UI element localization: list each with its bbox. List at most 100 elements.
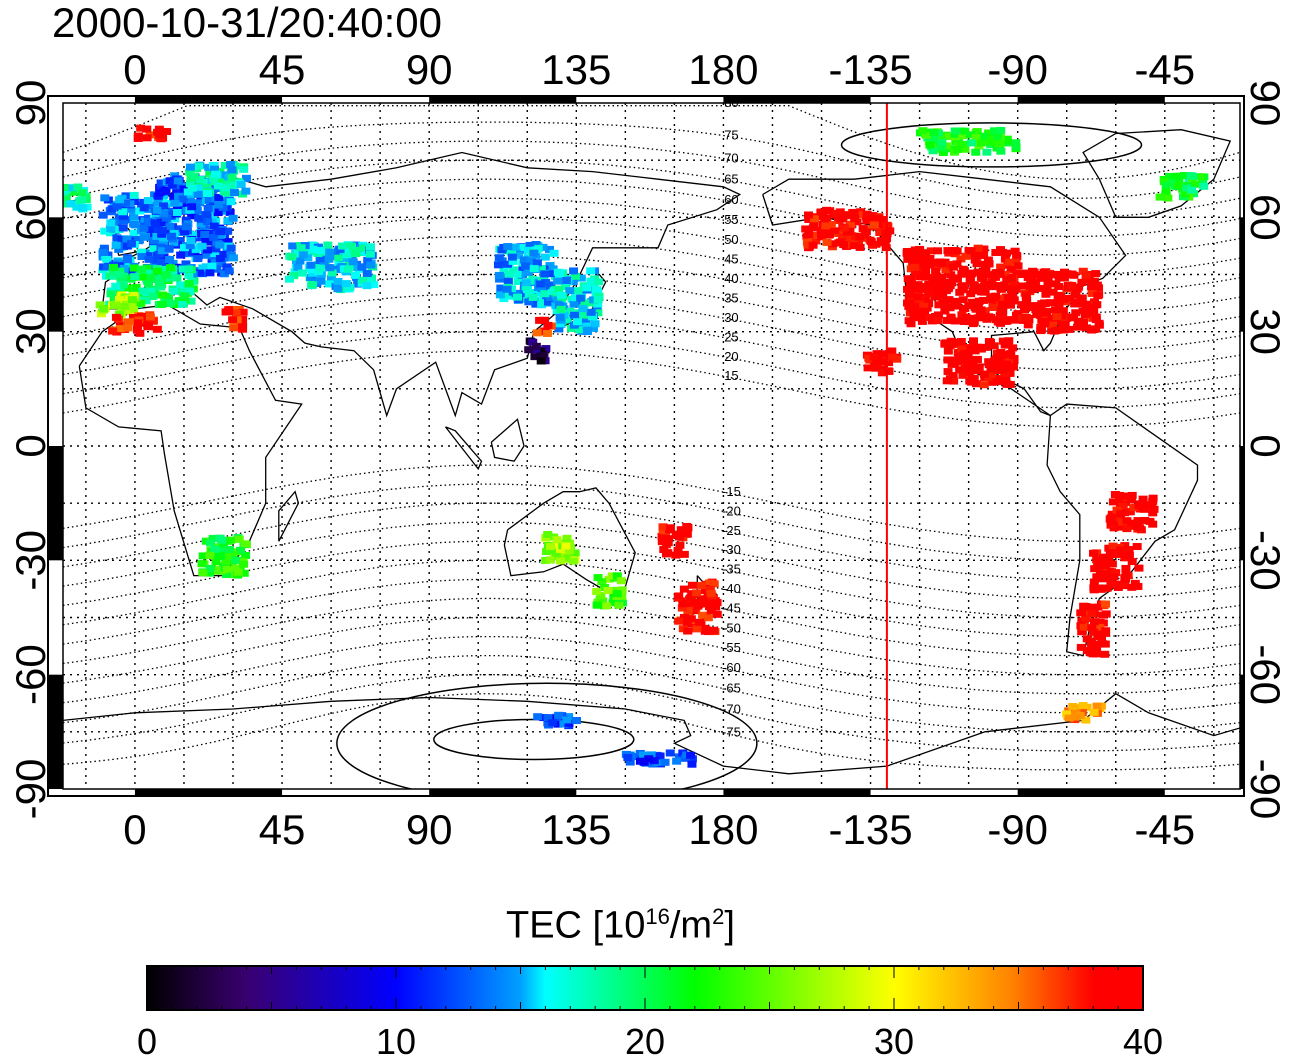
tec-cell bbox=[194, 162, 204, 170]
tec-cell bbox=[1093, 603, 1103, 611]
tec-cell bbox=[1047, 271, 1057, 279]
tec-cell bbox=[536, 265, 546, 273]
tec-cell bbox=[1087, 610, 1097, 618]
tec-cell bbox=[1140, 516, 1150, 524]
tec-cell bbox=[307, 266, 317, 274]
y-tick-label-left: 90 bbox=[7, 80, 54, 127]
tec-cell bbox=[948, 274, 958, 282]
tec-cell bbox=[209, 222, 219, 230]
tec-cell bbox=[537, 352, 547, 360]
tec-cell bbox=[1018, 282, 1028, 290]
tec-cell bbox=[221, 560, 231, 568]
tec-cell bbox=[1017, 270, 1027, 278]
magnetic-contour bbox=[63, 331, 1240, 409]
tec-cell bbox=[561, 542, 571, 550]
tec-cell bbox=[647, 751, 657, 759]
tec-cell bbox=[659, 546, 669, 554]
tec-cell bbox=[1036, 327, 1046, 335]
tec-cell bbox=[139, 204, 149, 212]
tec-cell bbox=[1029, 278, 1039, 286]
contour-label: 20 bbox=[724, 349, 738, 364]
tec-cell bbox=[1006, 265, 1016, 273]
magnetic-contour bbox=[63, 311, 1240, 390]
tec-cell bbox=[687, 581, 697, 589]
tec-cell bbox=[503, 277, 513, 285]
contour-label: 30 bbox=[724, 310, 738, 325]
tec-cell bbox=[539, 274, 549, 282]
tec-cell bbox=[940, 340, 950, 348]
tec-cell bbox=[596, 592, 606, 600]
tec-cell bbox=[154, 250, 164, 258]
tec-cell bbox=[979, 245, 989, 253]
tec-cell bbox=[185, 288, 195, 296]
tec-cell bbox=[129, 229, 139, 237]
tec-cell bbox=[701, 625, 711, 633]
tec-cell bbox=[929, 290, 939, 298]
tec-cell bbox=[1092, 702, 1102, 710]
tec-cell bbox=[109, 272, 119, 280]
tec-cell bbox=[504, 270, 514, 278]
tec-cell bbox=[77, 189, 87, 197]
tec-cell bbox=[77, 196, 87, 204]
tec-cell bbox=[195, 199, 205, 207]
tec-cell bbox=[545, 293, 555, 301]
tec-cell bbox=[987, 378, 997, 386]
tec-cell bbox=[864, 216, 874, 224]
tec-cell bbox=[1106, 521, 1116, 529]
tec-cell bbox=[227, 174, 237, 182]
contour-label: 80 bbox=[724, 95, 738, 110]
contour-label: 60 bbox=[724, 192, 738, 207]
tec-cell bbox=[1110, 490, 1120, 498]
x-tick-label-bottom: 90 bbox=[406, 806, 453, 853]
tec-cell bbox=[987, 278, 997, 286]
tec-cell bbox=[958, 132, 968, 140]
tec-cell bbox=[830, 227, 840, 235]
tec-cell bbox=[692, 625, 702, 633]
tec-cell bbox=[1048, 321, 1058, 329]
tec-cell bbox=[663, 539, 673, 547]
tec-cell bbox=[884, 367, 894, 375]
frame-scale-bar-bottom bbox=[429, 789, 577, 796]
tec-cell bbox=[118, 212, 128, 220]
tec-cell bbox=[362, 282, 372, 290]
tec-cell bbox=[359, 244, 369, 252]
tec-cell bbox=[682, 530, 692, 538]
tec-cell bbox=[222, 263, 232, 271]
tec-cell bbox=[980, 288, 990, 296]
tec-cell bbox=[958, 286, 968, 294]
tec-cell bbox=[1127, 583, 1137, 591]
tec-cell bbox=[908, 306, 918, 314]
tec-cell bbox=[532, 259, 542, 267]
coastline bbox=[63, 692, 1240, 775]
tec-cell bbox=[697, 595, 707, 603]
tec-cell bbox=[973, 244, 983, 252]
tec-cell bbox=[222, 308, 232, 316]
tec-cell bbox=[943, 347, 953, 355]
tec-cell bbox=[937, 138, 947, 146]
tec-cell bbox=[960, 270, 970, 278]
tec-cell bbox=[136, 265, 146, 273]
tec-cell bbox=[576, 294, 586, 302]
tec-cell bbox=[704, 579, 714, 587]
tec-cell bbox=[939, 299, 949, 307]
tec-cell bbox=[965, 367, 975, 375]
tec-cell bbox=[495, 291, 505, 299]
tec-cell bbox=[682, 522, 692, 530]
tec-cell bbox=[211, 170, 221, 178]
tec-cell bbox=[201, 211, 211, 219]
tec-cell bbox=[98, 248, 108, 256]
tec-cell bbox=[326, 274, 336, 282]
tec-cell bbox=[949, 356, 959, 364]
tec-cell bbox=[957, 282, 967, 290]
tec-cell bbox=[187, 212, 197, 220]
tec-cell bbox=[208, 253, 218, 261]
tec-cell bbox=[1107, 560, 1117, 568]
tec-cell bbox=[215, 227, 225, 235]
magnetic-contour bbox=[63, 521, 1240, 600]
magnetic-contour bbox=[63, 178, 1240, 257]
tec-cell bbox=[139, 224, 149, 232]
tec-cell bbox=[820, 216, 830, 224]
tec-cell bbox=[63, 183, 69, 191]
tec-cell bbox=[616, 577, 626, 585]
tec-cell bbox=[122, 256, 132, 264]
